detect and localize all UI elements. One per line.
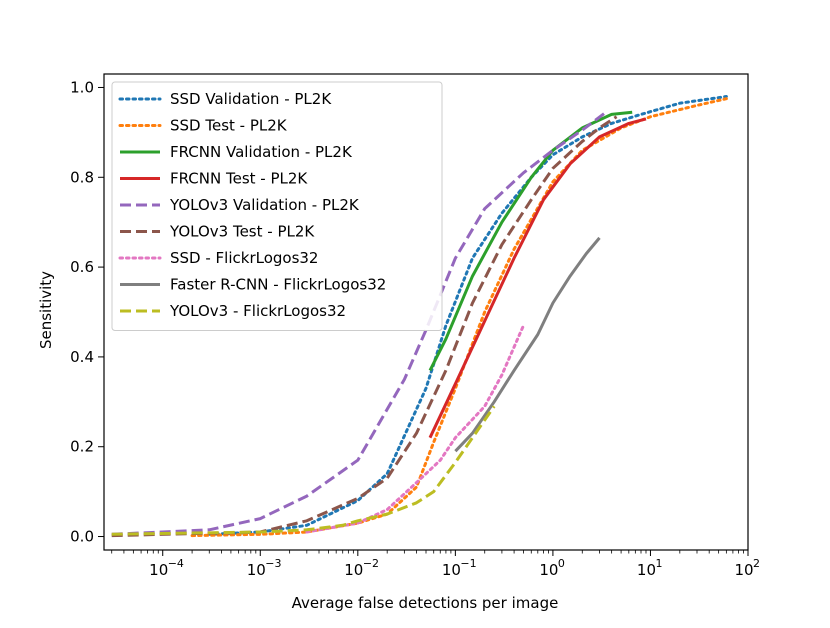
y-tick-label-1: 0.2 [70, 438, 94, 456]
legend-label-2: FRCNN Validation - PL2K [170, 143, 353, 161]
x-tick-label-4: 10 [539, 561, 558, 579]
series-line-0 [207, 95, 728, 536]
legend: SSD Validation - PL2K SSD Test - PL2K FRCN… [111, 81, 443, 331]
series-line-3 [428, 117, 647, 439]
series-line-8 [111, 405, 496, 536]
y-tick-label-5: 1.0 [70, 78, 94, 96]
x-tick-label-5: 10 [637, 561, 656, 579]
legend-label-8: YOLOv3 - FlickrLogos32 [169, 302, 346, 320]
x-tick-exp-1: −3 [265, 557, 281, 570]
x-axis-label: Average false detections per image [292, 594, 559, 612]
legend-label-0: SSD Validation - PL2K [170, 90, 332, 108]
x-tick-label-1: 10 [247, 561, 266, 579]
y-tick-label-0: 0.0 [70, 528, 94, 546]
series-line-6 [305, 324, 525, 534]
axes-layer: 10 −4 10 −3 10 −2 10 −1 10 0 10 1 10 20.00.20.40.60.8… [70, 73, 760, 579]
series-line-7 [454, 236, 601, 453]
x-tick-label-6: 10 [734, 561, 753, 579]
x-tick-label-0: 10 [149, 561, 168, 579]
x-tick-exp-6: 2 [753, 557, 760, 570]
x-tick-label-3: 10 [442, 561, 461, 579]
legend-label-5: YOLOv3 Test - PL2K [169, 223, 315, 241]
y-tick-label-3: 0.6 [70, 258, 94, 276]
x-tick-exp-5: 1 [655, 557, 662, 570]
legend-box [111, 81, 443, 331]
series-line-5 [111, 115, 618, 538]
series-layer [111, 95, 728, 538]
y-tick-label-4: 0.8 [70, 168, 94, 186]
y-axis-label: Sensitivity [37, 271, 55, 349]
x-tick-exp-2: −2 [363, 557, 379, 570]
x-tick-exp-4: 0 [558, 557, 565, 570]
x-tick-exp-0: −4 [168, 557, 184, 570]
legend-label-7: Faster R-CNN - FlickrLogos32 [170, 276, 386, 294]
legend-label-3: FRCNN Test - PL2K [170, 170, 308, 188]
series-line-4 [111, 111, 607, 536]
series-line-2 [428, 110, 633, 372]
legend-label-1: SSD Test - PL2K [170, 117, 288, 135]
legend-label-6: SSD - FlickrLogos32 [170, 249, 318, 267]
legend-label-4: YOLOv3 Validation - PL2K [169, 196, 360, 214]
y-tick-label-2: 0.4 [70, 348, 94, 366]
x-tick-label-2: 10 [344, 561, 363, 579]
x-tick-exp-3: −1 [460, 557, 476, 570]
